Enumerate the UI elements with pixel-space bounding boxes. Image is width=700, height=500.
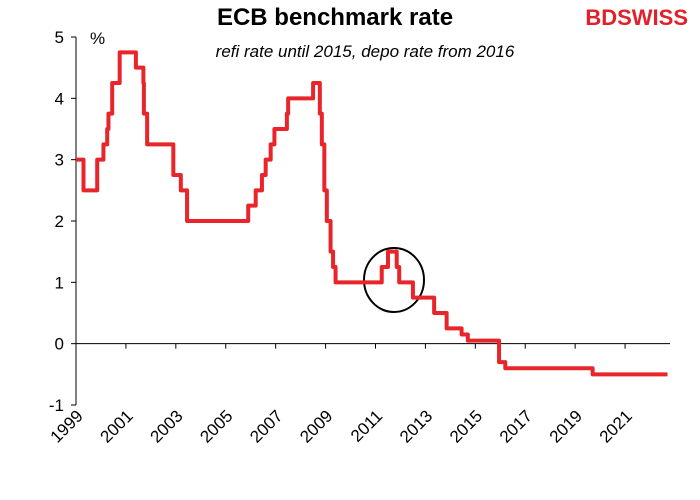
x-tick-label: 2019	[546, 406, 586, 446]
x-tick-label: 2015	[446, 406, 486, 446]
x-tick-label: 2003	[146, 406, 186, 446]
x-tick-label: 2017	[496, 406, 536, 446]
x-tick-label: 2013	[396, 406, 436, 446]
y-unit: %	[90, 29, 105, 48]
y-tick-label: 3	[55, 151, 64, 170]
y-tick-label: 2	[55, 212, 64, 231]
x-tick-label: 2009	[296, 406, 336, 446]
y-tick-label: 4	[55, 89, 64, 108]
y-tick-label: 5	[55, 28, 64, 47]
chart-title: ECB benchmark rate	[217, 4, 453, 31]
x-tick-label: 2021	[596, 406, 636, 446]
x-tick-label: 2011	[347, 406, 386, 445]
x-tick-label: 2005	[196, 406, 236, 446]
chart-subtitle: refi rate until 2015, depo rate from 201…	[216, 42, 515, 61]
y-tick-label: 0	[55, 335, 64, 354]
highlight-circle	[363, 247, 425, 313]
line	[76, 50, 668, 377]
y-tick-label: 1	[55, 273, 64, 292]
x-tick-label: 2001	[97, 406, 137, 446]
y-tick-label: -1	[49, 396, 64, 415]
logo: BDSWISS	[585, 5, 688, 30]
x-tick-label: 2007	[246, 406, 286, 446]
